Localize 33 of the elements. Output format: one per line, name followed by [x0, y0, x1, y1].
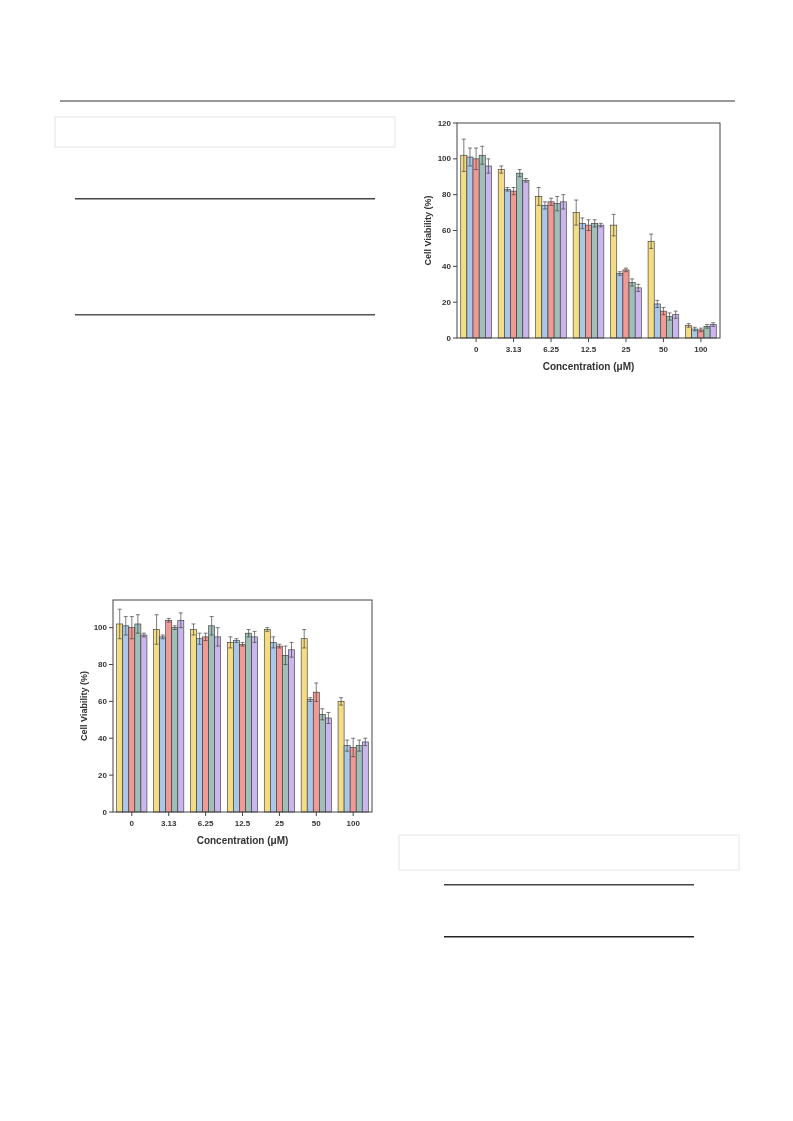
y-tick-label: 80: [98, 660, 108, 670]
x-tick-label: 3.13: [505, 345, 522, 354]
y-tick-label: 60: [98, 696, 108, 706]
x-axis-title: Concentration (μM): [196, 835, 289, 846]
y-axis-title: Cell Viability (%): [423, 195, 433, 266]
y-tick-label: 60: [442, 226, 452, 236]
y-tick-label: 0: [446, 333, 452, 343]
x-tick-label: 6.25: [197, 819, 214, 828]
y-tick-label: 20: [98, 770, 108, 780]
x-tick-label: 50: [311, 819, 322, 828]
x-tick-label: 3.13: [160, 819, 178, 828]
y-tick-label: 20: [442, 297, 452, 307]
x-tick-label: 12.5: [580, 345, 597, 354]
x-tick-label: 25: [274, 819, 285, 828]
x-tick-label: 0: [473, 345, 479, 354]
x-tick-label: 0: [129, 819, 135, 828]
bar: [535, 196, 543, 339]
x-tick-label: 25: [621, 345, 631, 354]
x-tick-label: 100: [694, 345, 709, 354]
x-tick-label: 12.5: [234, 819, 251, 828]
x-tick-label: 6.25: [543, 345, 560, 354]
x-axis-title: Concentration (μM): [542, 361, 635, 372]
y-tick-label: 80: [442, 190, 452, 200]
bar: [610, 224, 618, 339]
y-tick-label: 100: [93, 623, 108, 633]
y-tick-label: 40: [98, 733, 108, 743]
y-axis-title: Cell Viability (%): [79, 671, 89, 741]
y-tick-label: 120: [437, 118, 452, 128]
y-tick-label: 100: [437, 154, 452, 164]
x-tick-label: 50: [658, 345, 669, 354]
x-tick-label: 100: [346, 819, 361, 828]
y-tick-label: 0: [102, 807, 108, 817]
y-tick-label: 40: [442, 261, 452, 271]
